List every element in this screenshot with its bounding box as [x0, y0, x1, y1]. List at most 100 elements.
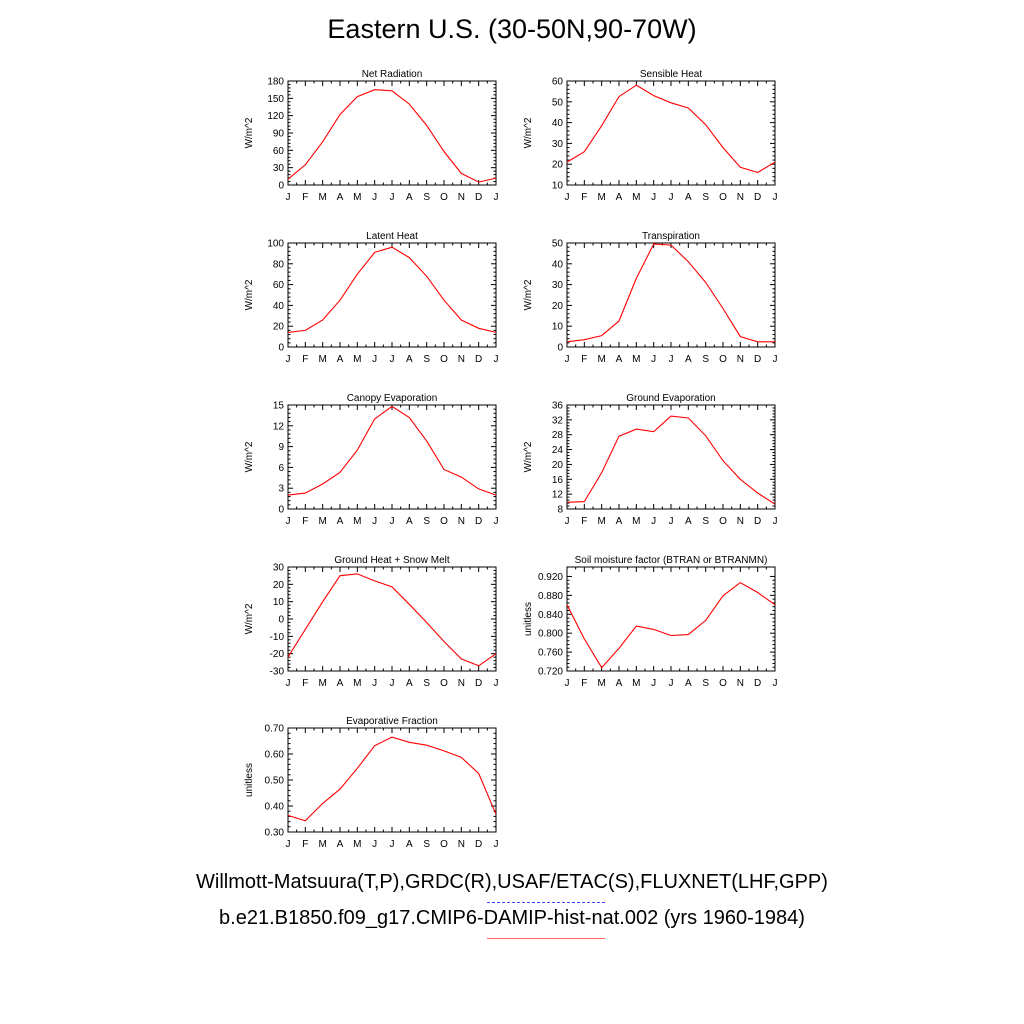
x-tick-label: D: [475, 354, 482, 365]
y-tick-label: 0: [278, 181, 284, 192]
x-tick-label: O: [440, 192, 448, 203]
x-tick-label: N: [737, 678, 744, 689]
x-tick-label: F: [581, 678, 587, 689]
x-tick-label: O: [440, 516, 448, 527]
chart-title: Sensible Heat: [640, 69, 702, 80]
y-tick-label: 40: [552, 118, 564, 129]
x-tick-label: J: [494, 516, 499, 527]
y-axis-label: W/m^2: [523, 117, 534, 148]
y-tick-label: 20: [552, 160, 564, 171]
x-tick-label: A: [616, 354, 623, 365]
x-tick-label: M: [318, 192, 326, 203]
y-tick-label: 0: [278, 343, 284, 354]
series-line: [287, 405, 497, 496]
y-tick-label: 0: [278, 505, 284, 516]
plot-frame: [287, 566, 497, 672]
x-tick-label: N: [458, 516, 465, 527]
y-tick-label: 60: [552, 77, 564, 88]
x-tick-label: J: [494, 192, 499, 203]
x-tick-label: J: [669, 678, 674, 689]
x-tick-label: F: [302, 678, 308, 689]
x-tick-label: J: [372, 354, 377, 365]
x-tick-label: O: [440, 839, 448, 850]
y-tick-label: 12: [273, 421, 285, 432]
x-tick-label: J: [286, 516, 291, 527]
x-tick-label: D: [754, 192, 761, 203]
x-tick-label: J: [669, 516, 674, 527]
y-tick-label: 0: [278, 615, 284, 626]
y-axis-label: unitless: [523, 602, 534, 636]
x-tick-label: A: [406, 839, 413, 850]
y-tick-label: 50: [552, 239, 564, 250]
y-tick-label: 0.840: [538, 610, 563, 621]
x-tick-label: J: [372, 678, 377, 689]
y-tick-label: 32: [552, 415, 564, 426]
y-tick-label: 36: [552, 401, 564, 412]
x-tick-label: A: [337, 839, 344, 850]
x-tick-label: M: [318, 516, 326, 527]
x-tick-label: J: [494, 839, 499, 850]
x-tick-label: J: [669, 192, 674, 203]
x-tick-label: D: [754, 516, 761, 527]
y-tick-label: 24: [552, 445, 564, 456]
y-tick-label: 12: [552, 490, 564, 501]
x-tick-label: F: [581, 354, 587, 365]
x-tick-label: A: [337, 516, 344, 527]
x-tick-label: M: [597, 192, 605, 203]
x-tick-label: M: [353, 192, 361, 203]
y-tick-label: -30: [270, 667, 285, 678]
x-tick-label: N: [737, 354, 744, 365]
x-tick-label: N: [458, 192, 465, 203]
x-tick-label: A: [685, 354, 692, 365]
x-tick-label: J: [390, 354, 395, 365]
observations-source-label: Willmott-Matsuura(T,P),GRDC(R),USAF/ETAC…: [196, 871, 828, 893]
x-tick-label: A: [337, 354, 344, 365]
x-tick-label: F: [302, 354, 308, 365]
y-axis-label: W/m^2: [244, 603, 255, 634]
y-tick-label: 8: [557, 505, 563, 516]
x-tick-label: D: [754, 678, 761, 689]
x-tick-label: J: [773, 678, 778, 689]
plot-frame: [287, 242, 497, 348]
x-tick-label: J: [565, 354, 570, 365]
y-tick-label: 0.60: [265, 750, 285, 761]
x-tick-label: N: [737, 516, 744, 527]
x-tick-label: J: [286, 192, 291, 203]
model-case-label: b.e21.B1850.f09_g17.CMIP6-DAMIP-hist-nat…: [219, 907, 805, 929]
x-tick-label: J: [286, 354, 291, 365]
x-tick-label: A: [337, 678, 344, 689]
x-tick-label: S: [423, 678, 430, 689]
observations-legend-line: [487, 902, 605, 903]
x-tick-label: F: [302, 192, 308, 203]
y-axis-label: unitless: [244, 763, 255, 797]
y-axis-label: W/m^2: [244, 117, 255, 148]
x-tick-label: M: [597, 354, 605, 365]
chart-title: Ground Heat + Snow Melt: [334, 555, 450, 566]
x-tick-label: M: [353, 678, 361, 689]
y-tick-label: 100: [267, 239, 284, 250]
x-tick-label: M: [318, 839, 326, 850]
x-tick-label: J: [651, 354, 656, 365]
x-tick-label: M: [318, 678, 326, 689]
series-line: [566, 415, 776, 505]
x-tick-label: J: [651, 192, 656, 203]
chart-title: Latent Heat: [366, 231, 418, 242]
x-tick-label: F: [302, 516, 308, 527]
y-tick-label: 30: [552, 280, 564, 291]
x-tick-label: J: [565, 516, 570, 527]
y-tick-label: 0.920: [538, 572, 563, 583]
y-axis-label: W/m^2: [523, 279, 534, 310]
x-tick-label: S: [702, 192, 709, 203]
x-tick-label: S: [702, 516, 709, 527]
chart-title: Soil moisture factor (BTRAN or BTRANMN): [575, 555, 768, 566]
x-tick-label: J: [773, 354, 778, 365]
x-tick-label: A: [616, 678, 623, 689]
x-tick-label: A: [406, 516, 413, 527]
y-tick-label: 50: [552, 97, 564, 108]
x-tick-label: A: [616, 192, 623, 203]
